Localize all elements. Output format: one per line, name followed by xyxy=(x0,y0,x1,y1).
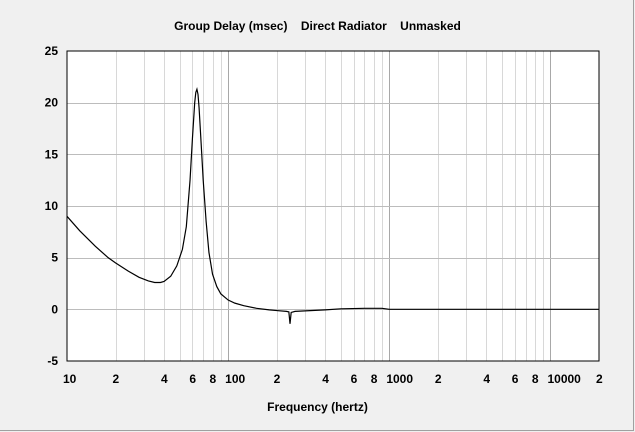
x-tick-label: 2 xyxy=(596,372,603,386)
x-tick-label: 4 xyxy=(322,372,329,386)
plot-frame xyxy=(66,50,600,362)
y-tick-label: 5 xyxy=(51,251,58,265)
x-tick-label: 2 xyxy=(274,372,281,386)
x-tick-label: 1000 xyxy=(386,372,413,386)
x-tick-label: 10 xyxy=(63,372,77,386)
y-tick-label: 10 xyxy=(45,199,59,213)
x-tick-label: 8 xyxy=(371,372,378,386)
y-tick-label: 20 xyxy=(45,96,59,110)
chart-title: Group Delay (msec) Direct Radiator Unmas… xyxy=(174,19,461,33)
y-tick-label: 0 xyxy=(51,302,58,316)
x-tick-label: 2 xyxy=(435,372,442,386)
x-tick-label: 4 xyxy=(483,372,490,386)
x-tick-label: 6 xyxy=(512,372,519,386)
x-tick-label: 8 xyxy=(532,372,539,386)
x-tick-label: 100 xyxy=(225,372,245,386)
x-tick-label: 6 xyxy=(351,372,358,386)
y-tick-label: 15 xyxy=(45,147,59,161)
grid-lines xyxy=(67,51,599,361)
x-tick-labels: 10 2 4 6 8 100 2 4 6 8 1000 2 4 6 8 10000 2 xyxy=(63,372,603,386)
x-tick-label: 4 xyxy=(161,372,168,386)
x-tick-label: 2 xyxy=(113,372,120,386)
x-axis-label: Frequency (hertz) xyxy=(267,400,368,414)
y-tick-label: 25 xyxy=(45,44,59,58)
series-line xyxy=(66,87,599,324)
x-tick-label: 6 xyxy=(189,372,196,386)
x-tick-label: 10000 xyxy=(547,372,581,386)
y-tick-label: -5 xyxy=(47,354,58,368)
y-tick-labels: 25 20 15 10 5 0 -5 xyxy=(45,44,59,368)
x-tick-label: 8 xyxy=(210,372,217,386)
